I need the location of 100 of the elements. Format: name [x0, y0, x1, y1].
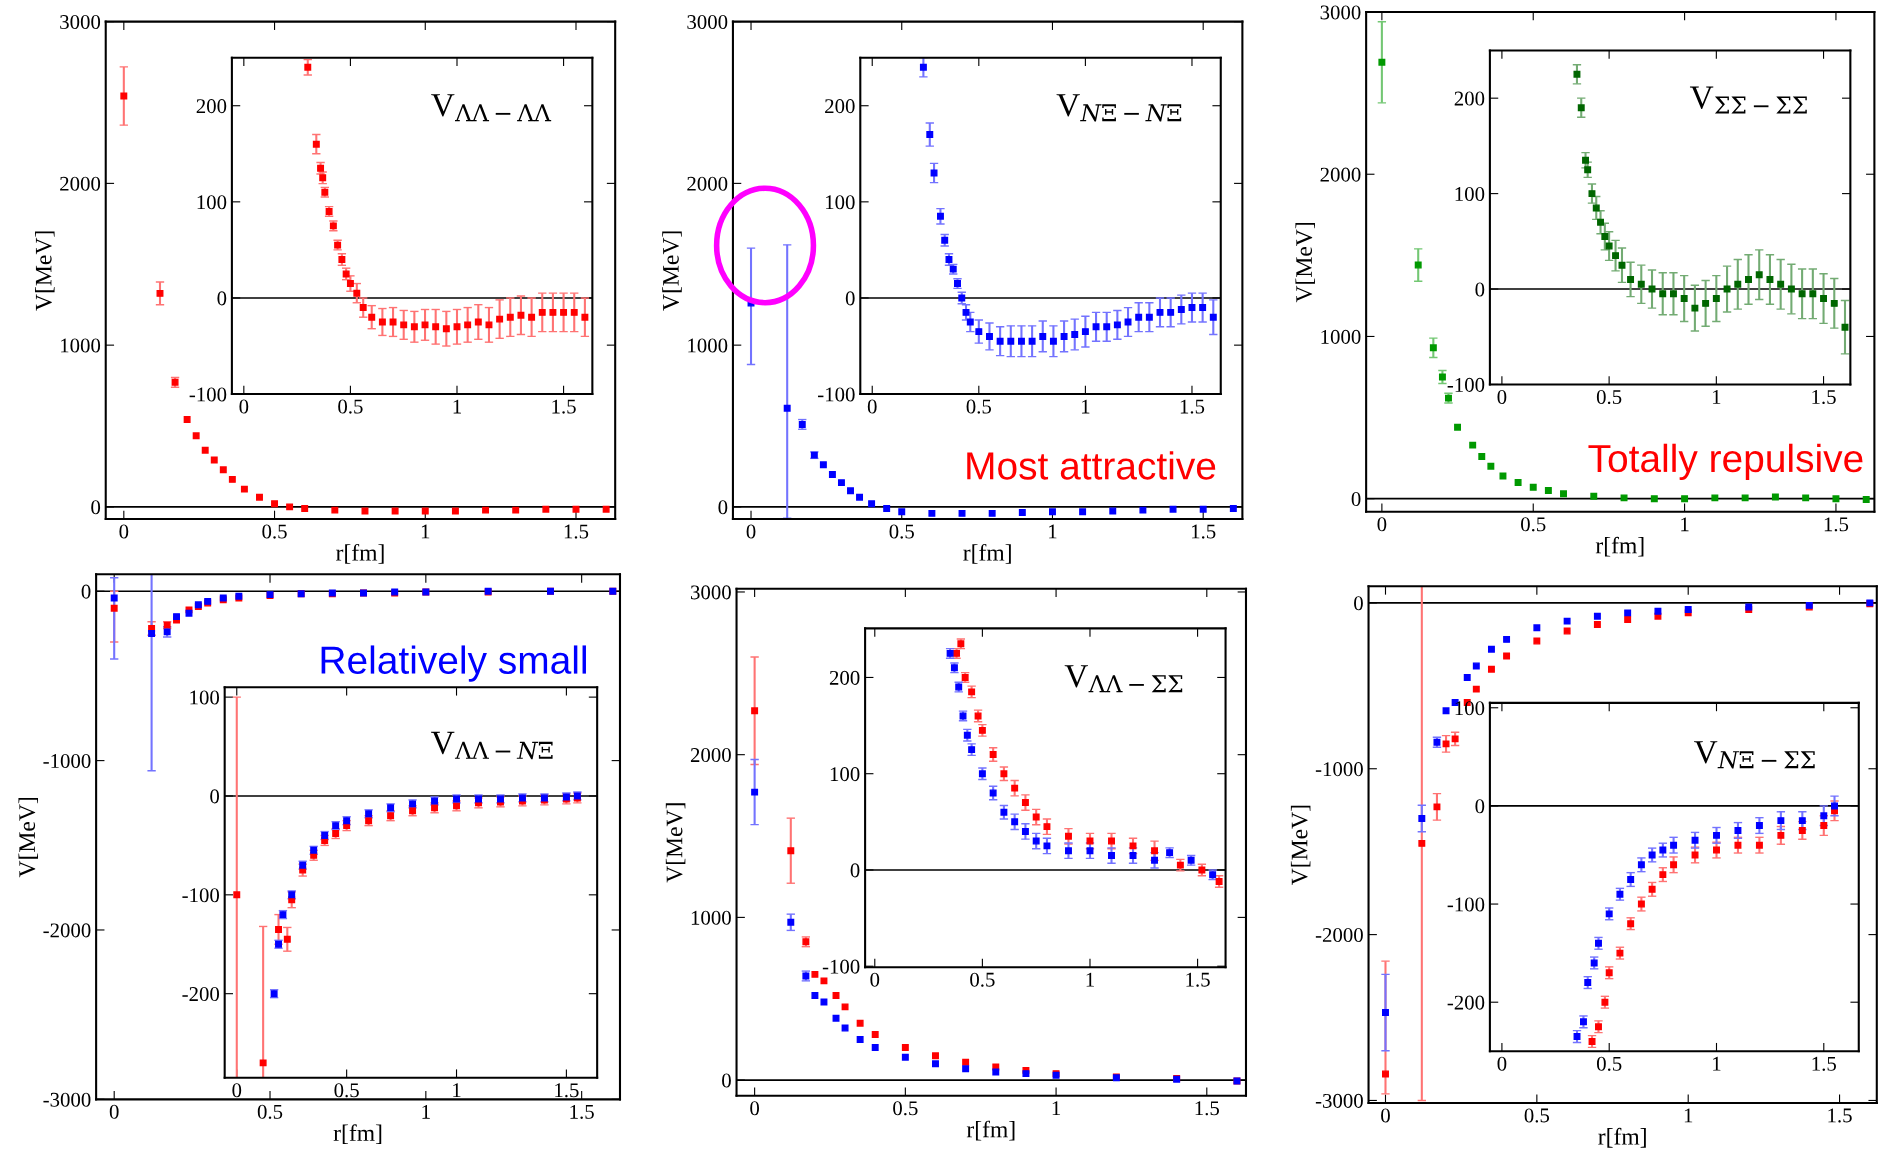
y-tick-label: 100	[826, 195, 855, 210]
x-tick-label: 1.5	[1824, 517, 1849, 532]
y-tick-label: -2000	[43, 923, 91, 938]
x-tick-label: 1.5	[552, 399, 576, 414]
y-tick-label: 2000	[690, 748, 731, 763]
x-tick-label: 1	[1082, 399, 1090, 414]
y-axis-title: V[MeV]	[35, 231, 55, 311]
y-tick-label: 0	[1475, 799, 1485, 814]
y-axis-title: V[MeV]	[665, 803, 686, 883]
y-tick-label: 3000	[60, 15, 101, 30]
x-axis-title: r[fm]	[963, 543, 1011, 564]
x-tick-label: 0.5	[257, 1104, 283, 1119]
y-tick-label: 1000	[691, 910, 731, 925]
y-tick-label: 3000	[1320, 5, 1361, 20]
text: V$_{ΣΣ−ΣΣ}$	[1689, 86, 1807, 114]
y-tick-label: 2000	[1320, 167, 1361, 182]
x-tick-label: 0.5	[262, 524, 287, 539]
x-tick-label: 1	[1713, 1056, 1721, 1071]
y-tick-label: 1000	[1321, 329, 1361, 344]
x-axis-title: r[fm]	[1598, 1127, 1646, 1148]
y-tick-label: 1000	[688, 338, 728, 353]
y-tick-label: 100	[197, 195, 227, 210]
x-tick-label: 0	[1497, 1056, 1507, 1071]
y-tick-label: -200	[1447, 995, 1485, 1010]
x-axis-title: r[fm]	[1595, 536, 1644, 557]
y-tick-label: 0	[81, 584, 91, 599]
x-tick-label: 1.5	[1828, 1108, 1852, 1123]
x-tick-label: 1.5	[1192, 524, 1216, 539]
x-tick-label: 0	[867, 399, 877, 414]
x-tick-label: 0.5	[1596, 389, 1622, 405]
y-tick-label: 100	[830, 767, 860, 782]
annotation: Relatively small	[321, 645, 586, 682]
x-tick-label: 0.5	[1521, 517, 1546, 532]
y-axis-title: V[MeV]	[1290, 805, 1311, 886]
x-tick-label: 0	[1377, 517, 1387, 532]
y-tick-label: -100	[189, 387, 227, 402]
x-tick-label: 0	[1381, 1108, 1390, 1123]
x-tick-label: 0.5	[338, 399, 363, 414]
x-tick-label: 1.5	[564, 524, 589, 539]
x-tick-label: 1	[1684, 1108, 1693, 1123]
x-axis-title: r[fm]	[966, 1120, 1015, 1141]
x-tick-label: 1.5	[1180, 399, 1205, 414]
x-tick-label: 1	[422, 1104, 430, 1119]
x-tick-label: 0	[239, 399, 249, 414]
x-tick-label: 1	[1681, 517, 1689, 532]
text: V$_{ΛΛ−ΣΣ}$	[1064, 665, 1183, 693]
text: V$_{ΛΛ−NΞ}$	[431, 731, 553, 760]
y-tick-label: 0	[1354, 596, 1363, 611]
y-tick-label: -200	[182, 987, 220, 1002]
y-tick-label: 3000	[687, 15, 728, 30]
y-tick-label: 0	[91, 500, 101, 515]
x-tick-label: 1	[453, 1083, 461, 1098]
x-tick-label: 1	[1052, 1101, 1061, 1116]
y-tick-label: 100	[1455, 701, 1485, 716]
x-tick-label: 1.5	[1812, 1056, 1836, 1071]
x-tick-label: 0.5	[970, 972, 995, 987]
y-tick-label: 2000	[687, 176, 728, 191]
text: V$_{NΞ−NΞ}$	[1056, 94, 1182, 122]
x-tick-label: 1.5	[1812, 390, 1836, 405]
y-axis-title: V[MeV]	[18, 797, 39, 878]
y-tick-label: -100	[1447, 377, 1485, 392]
y-tick-label: -3000	[1315, 1093, 1363, 1108]
y-tick-label: 0	[1351, 492, 1361, 507]
y-tick-label: -100	[1447, 897, 1485, 912]
y-tick-label: 0	[718, 500, 728, 515]
x-tick-label: 1.5	[1195, 1101, 1220, 1116]
y-tick-label: 0	[722, 1073, 731, 1088]
x-tick-label: 0.5	[334, 1083, 359, 1098]
x-tick-label: 0	[870, 972, 880, 987]
annotation: Totally repulsive	[1588, 443, 1863, 480]
y-tick-label: -1000	[1315, 762, 1363, 777]
x-tick-label: 1	[453, 399, 461, 414]
x-tick-label: 0	[232, 1083, 242, 1098]
x-tick-label: 1	[1086, 972, 1094, 987]
x-tick-label: 0.5	[1524, 1108, 1550, 1123]
y-axis-title: V[MeV]	[1295, 223, 1315, 303]
x-tick-label: 0.5	[893, 1101, 918, 1116]
y-tick-label: 0	[210, 789, 220, 804]
x-tick-label: 1	[1712, 390, 1721, 404]
y-axis-title: V[MeV]	[662, 231, 682, 311]
x-tick-label: 1.5	[570, 1104, 594, 1119]
x-tick-label: 1.5	[1186, 972, 1210, 987]
y-tick-label: 100	[190, 690, 220, 705]
x-axis-title: r[fm]	[333, 1124, 382, 1145]
text: V$_{ΛΛ−ΛΛ}$	[431, 94, 552, 122]
y-tick-label: -2000	[1315, 927, 1363, 943]
y-tick-label: 0	[1475, 282, 1485, 297]
text: V$_{NΞ−ΣΣ}$	[1694, 741, 1815, 769]
x-tick-label: 0	[750, 1101, 760, 1116]
y-tick-label: -100	[818, 387, 855, 402]
x-tick-label: 1	[421, 524, 430, 539]
y-tick-label: -1000	[43, 753, 91, 769]
x-tick-label: 0	[1497, 389, 1507, 404]
y-tick-label: 100	[1455, 186, 1485, 202]
x-tick-label: 0.5	[889, 524, 914, 539]
y-tick-label: -100	[822, 959, 860, 974]
x-tick-label: 0	[746, 524, 756, 539]
x-tick-label: 0.5	[966, 399, 992, 414]
y-tick-label: 3000	[691, 585, 731, 600]
x-tick-label: 0	[109, 1104, 119, 1119]
